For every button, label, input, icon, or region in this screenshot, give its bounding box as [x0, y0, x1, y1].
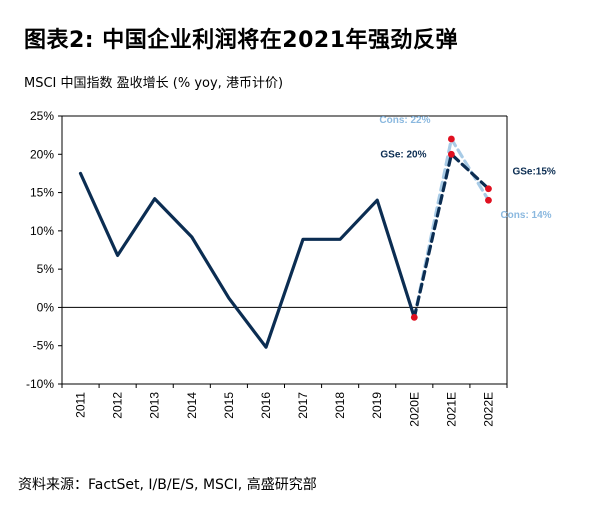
forecast-point-marker — [447, 150, 455, 158]
x-tick-label: 2021E — [444, 392, 458, 427]
x-tick-label: 2017 — [296, 392, 310, 419]
x-tick-label: 2015 — [222, 392, 236, 419]
y-tick-label: 25% — [30, 109, 54, 123]
figure-title: 图表2: 中国企业利润将在2021年强劲反弹 — [24, 28, 458, 53]
y-tick-label: -5% — [33, 339, 55, 353]
x-tick-label: 2016 — [259, 392, 273, 419]
actual-series-line — [78, 171, 416, 349]
y-tick-label: 20% — [30, 147, 54, 161]
forecast-point-marker — [485, 185, 492, 193]
annotation-label: Cons: 22% — [379, 115, 430, 126]
x-tick-label: 2020E — [407, 392, 421, 427]
forecast-point-marker — [410, 313, 418, 321]
annotation-label: GSe: 20% — [380, 149, 426, 160]
consensus-forecast-line — [412, 137, 491, 319]
x-tick-label: 2022E — [481, 392, 495, 427]
x-tick-label: 2019 — [370, 392, 384, 419]
y-tick-label: 15% — [30, 186, 54, 200]
figure-subtitle: MSCI 中国指数 盈收增长 (% yoy, 港币计价) — [24, 76, 284, 91]
source-note: 资料来源：FactSet, I/B/E/S, MSCI, 高盛研究部 — [18, 477, 317, 493]
x-tick-label: 2012 — [111, 392, 125, 419]
x-tick-label: 2011 — [74, 392, 88, 418]
x-tick-label: 2013 — [148, 392, 162, 419]
annotation-label: GSe:15% — [512, 167, 555, 178]
y-tick-label: 0% — [37, 300, 55, 314]
x-tick-label: 2018 — [333, 392, 347, 419]
forecast-point-marker — [447, 135, 455, 143]
y-tick-label: 5% — [37, 262, 55, 276]
annotation-label: Cons: 14% — [500, 210, 551, 221]
x-tick-label: 2014 — [185, 392, 199, 419]
y-tick-label: -10% — [26, 377, 54, 391]
gs-forecast-line — [412, 152, 491, 319]
line-chart: -10% -5% 0% 5% 10% 15% 20% 25% 2011 2012 2013 2014 2… — [26, 109, 556, 427]
y-tick-label: 10% — [30, 224, 54, 238]
forecast-point-marker — [485, 196, 492, 204]
